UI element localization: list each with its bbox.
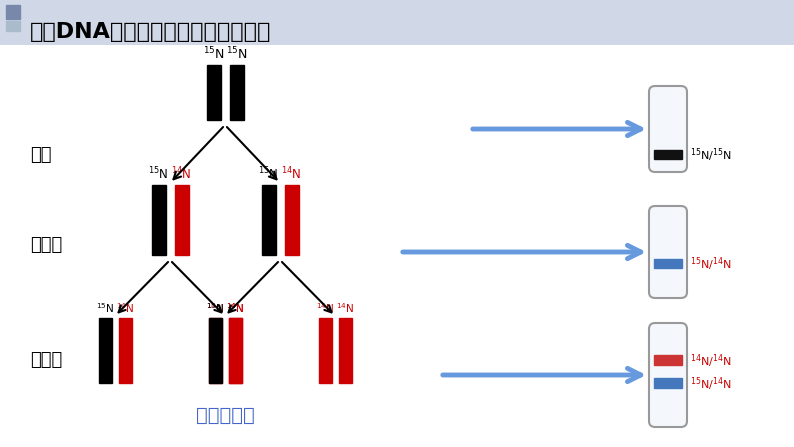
Text: 亲代: 亲代	[30, 146, 52, 164]
Text: $^{15}$N/$^{14}$N: $^{15}$N/$^{14}$N	[690, 256, 732, 273]
Bar	[152, 185, 165, 255]
Bar	[206, 65, 221, 120]
Text: $^{14}$N: $^{14}$N	[116, 301, 134, 315]
Text: $^{14}$N: $^{14}$N	[225, 301, 245, 315]
Bar	[229, 318, 241, 383]
Bar	[175, 185, 188, 255]
Text: 子一代: 子一代	[30, 236, 62, 254]
Text: $^{14}$N: $^{14}$N	[206, 301, 224, 315]
Text: $^{15}$N/$^{14}$N: $^{15}$N/$^{14}$N	[690, 375, 732, 393]
Text: $^{14}$N: $^{14}$N	[172, 165, 192, 182]
Text: $^{15}$N: $^{15}$N	[202, 46, 225, 62]
Text: $^{14}$N: $^{14}$N	[225, 301, 245, 315]
FancyBboxPatch shape	[649, 206, 687, 298]
Text: $^{14}$N: $^{14}$N	[281, 165, 302, 182]
Text: 二、DNA分子半保留复制的实验证据: 二、DNA分子半保留复制的实验证据	[30, 22, 272, 42]
Bar	[118, 318, 132, 383]
Bar	[654, 378, 682, 388]
Text: $^{15}$N: $^{15}$N	[96, 301, 114, 315]
Bar	[6, 5, 20, 19]
Text: $^{15}$N: $^{15}$N	[148, 165, 169, 182]
Text: $^{15}$N: $^{15}$N	[225, 46, 248, 62]
Bar	[654, 259, 682, 268]
Bar	[284, 185, 299, 255]
Text: $^{14}$N/$^{14}$N: $^{14}$N/$^{14}$N	[690, 352, 732, 370]
Text: $^{15}$N: $^{15}$N	[258, 165, 279, 182]
Text: $^{14}$N: $^{14}$N	[336, 301, 354, 315]
Text: 子二代: 子二代	[30, 351, 62, 369]
Bar	[209, 318, 222, 383]
Bar	[229, 318, 241, 383]
Bar	[261, 185, 276, 255]
Bar	[318, 318, 332, 383]
Bar	[98, 318, 111, 383]
Bar	[654, 355, 682, 365]
Bar	[6, 21, 20, 31]
Bar	[209, 318, 222, 383]
Bar	[229, 65, 244, 120]
FancyBboxPatch shape	[649, 323, 687, 427]
Text: $^{14}$N: $^{14}$N	[316, 301, 334, 315]
FancyBboxPatch shape	[649, 86, 687, 172]
Bar	[338, 318, 352, 383]
Text: $^{15}$N/$^{15}$N: $^{15}$N/$^{15}$N	[690, 147, 732, 164]
Bar	[654, 150, 682, 159]
Text: $^{15}$N: $^{15}$N	[206, 301, 224, 315]
Text: 半保留复制: 半保留复制	[195, 405, 254, 425]
Bar	[0, 0, 794, 45]
